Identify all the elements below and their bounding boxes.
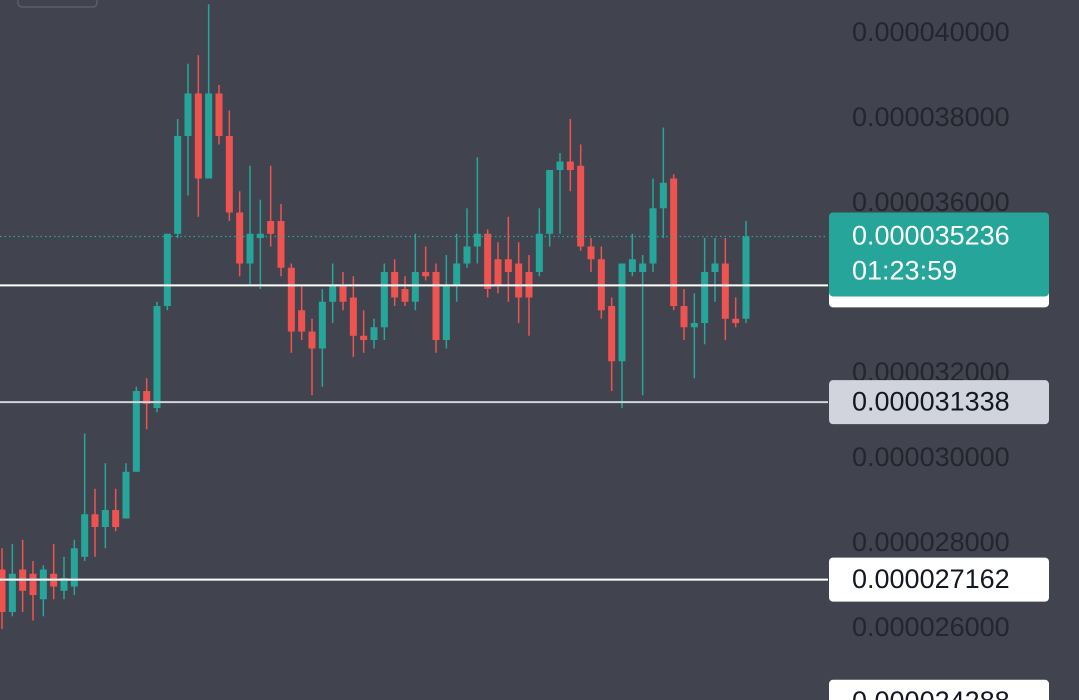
candle-body — [360, 335, 368, 341]
candle-body — [60, 578, 68, 591]
price-label-box — [829, 380, 1049, 425]
y-tick-label: 0.000030000 — [852, 442, 1010, 472]
y-tick-label: 0.000028000 — [852, 527, 1010, 557]
candle-body — [608, 306, 616, 362]
candle-body — [0, 569, 6, 613]
candle-body — [174, 136, 182, 234]
price-label: 0.000031338 — [852, 386, 1010, 416]
candle-body — [463, 246, 471, 264]
countdown: 01:23:59 — [852, 256, 957, 286]
candle-body — [256, 233, 264, 239]
candle-body — [628, 259, 636, 273]
candle-body — [236, 212, 244, 264]
candle-body — [546, 170, 554, 234]
candle-body — [721, 263, 729, 319]
candle-body — [81, 514, 89, 557]
candle-body — [267, 221, 275, 234]
candle-body — [411, 272, 419, 302]
candle-body — [701, 272, 709, 324]
candle-body — [504, 259, 512, 273]
candle-body — [215, 93, 223, 137]
candle-body — [380, 272, 388, 328]
candle-body — [70, 548, 78, 587]
candle-body — [91, 514, 99, 528]
candle-body — [680, 306, 688, 328]
candle-body — [515, 263, 523, 298]
candle-body — [122, 471, 130, 519]
candle-body — [494, 259, 502, 285]
candle-body — [29, 573, 37, 596]
candle-body — [308, 331, 316, 349]
candle-body — [318, 301, 326, 349]
candle-body — [112, 510, 120, 528]
y-tick-label: 0.000036000 — [852, 187, 1010, 217]
candle-body — [732, 318, 740, 324]
candle-body — [205, 93, 213, 179]
candle-body — [370, 327, 378, 341]
candle-body — [618, 263, 626, 362]
candle-body — [101, 510, 109, 528]
candle-body — [742, 236, 750, 319]
candle-body — [225, 136, 233, 213]
candle-body — [132, 391, 140, 472]
candle-body — [690, 323, 698, 328]
price-label-box — [829, 679, 1049, 700]
candle-body — [287, 267, 295, 332]
candle-body — [246, 233, 254, 264]
candle-body — [349, 297, 357, 336]
candle-body — [401, 289, 409, 302]
candle-body — [556, 161, 564, 171]
candle-body — [277, 221, 285, 268]
candle-body — [8, 573, 16, 613]
candle-body — [298, 310, 306, 332]
candle-body — [194, 93, 202, 179]
candle-body — [329, 284, 337, 302]
y-tick-label: 0.000026000 — [852, 612, 1010, 642]
price-label: 0.000024288 — [852, 686, 1010, 700]
candle-body — [184, 93, 192, 137]
candle-body — [339, 284, 347, 302]
candle-body — [432, 272, 440, 341]
candle-body — [670, 178, 678, 307]
candle-body — [711, 263, 719, 273]
price-label: 0.000027162 — [852, 564, 1010, 594]
candle-body — [163, 233, 171, 307]
candle-body — [153, 306, 161, 409]
toolbar-button[interactable] — [17, 0, 98, 8]
candle-body — [566, 161, 574, 171]
last-price-label: 0.000035236 — [852, 221, 1010, 251]
candle-body — [639, 263, 647, 273]
last-price-box — [829, 212, 1049, 297]
candle-body — [39, 569, 47, 600]
candle-body — [484, 233, 492, 290]
candle-body — [453, 263, 461, 285]
candle-body — [442, 284, 450, 341]
candle-body — [535, 233, 543, 273]
candle-body — [473, 233, 481, 247]
y-tick-label: 0.000038000 — [852, 102, 1010, 132]
candle-body — [422, 272, 430, 277]
price-label-box — [829, 557, 1049, 602]
candle-body — [577, 165, 585, 247]
candle-body — [659, 182, 667, 209]
candle-body — [143, 391, 151, 404]
y-tick-label: 0.000040000 — [852, 17, 1010, 47]
candle-body — [587, 246, 595, 260]
